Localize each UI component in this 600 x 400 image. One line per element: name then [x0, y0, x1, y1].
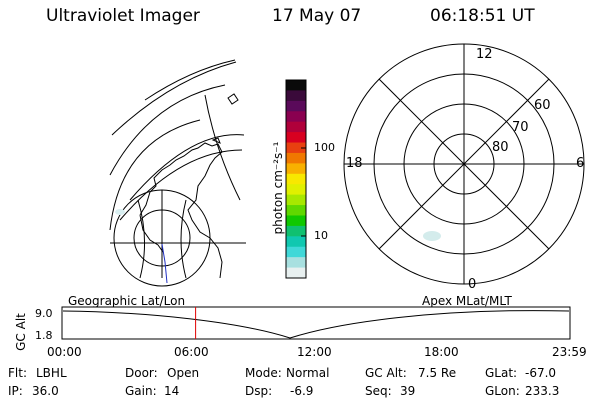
- coastline: [139, 142, 223, 279]
- door-label: Door:: [125, 366, 158, 380]
- polar-diagonal: [378, 78, 550, 250]
- footpoint-track: [161, 243, 168, 284]
- mlt-label-18: 18: [346, 156, 363, 171]
- color-bar-tick-label-10: 10: [314, 229, 328, 242]
- timeline-y-tick-bottom: 1.8: [35, 329, 53, 342]
- color-bar-segment: [286, 80, 306, 91]
- mlat-label-70: 70: [512, 120, 529, 135]
- color-bar-segment: [286, 152, 306, 164]
- mlat-label-60: 60: [534, 98, 551, 113]
- color-bar-frame: [285, 79, 307, 279]
- glon-value: 233.3: [525, 384, 560, 398]
- color-bar-segment: [286, 142, 306, 154]
- color-bar-segment: [286, 121, 306, 133]
- door-value: Open: [167, 366, 200, 380]
- gc-alt-label: GC Alt:: [365, 366, 407, 380]
- time-tick-4: 23:59: [552, 345, 587, 359]
- glat-value: -67.0: [525, 366, 557, 380]
- map-grid-line: [109, 119, 201, 231]
- color-bar-segment: [286, 194, 306, 206]
- altitude-curve: [62, 310, 570, 339]
- color-bar-segment: [286, 267, 306, 279]
- instrument-title: Ultraviolet Imager: [46, 6, 200, 26]
- color-bar-segment: [286, 236, 306, 248]
- geographic-coords-label: Geographic Lat/Lon: [68, 294, 186, 308]
- color-bar-segment: [286, 184, 306, 196]
- glon-label: GLon:: [485, 384, 520, 398]
- color-bar-scale: [286, 80, 306, 279]
- apex-coords-label: Apex MLat/MLT: [422, 294, 512, 308]
- mlt-label-12: 12: [476, 47, 493, 62]
- filter-value: LBHL: [36, 366, 67, 380]
- date-label: 17 May 07: [272, 6, 362, 26]
- time-tick-2: 12:00: [297, 345, 332, 359]
- map-grid-line: [204, 94, 241, 201]
- ip-value: 36.0: [32, 384, 59, 398]
- map-grid-line: [137, 199, 146, 279]
- color-bar-segment: [286, 90, 306, 102]
- coastline-island: [211, 137, 221, 144]
- mlt-label-6: 6: [576, 156, 585, 171]
- map-grid-line: [111, 61, 237, 136]
- time-label: 06:18:51 UT: [430, 6, 535, 26]
- dsp-value: -6.9: [290, 384, 314, 398]
- emission-spot: [115, 209, 125, 215]
- mode-label: Mode:: [245, 366, 282, 380]
- color-bar-segment: [286, 215, 306, 227]
- map-grid-line: [119, 149, 243, 221]
- color-bar-segment: [286, 257, 306, 269]
- color-bar-segment: [286, 111, 306, 123]
- map-grid-line: [180, 199, 187, 279]
- glat-label: GLat:: [485, 366, 518, 380]
- color-bar-segment: [286, 100, 306, 112]
- ip-label: IP:: [8, 384, 23, 398]
- color-bar-segment: [286, 173, 306, 185]
- mlat-label-80: 80: [492, 140, 509, 155]
- gain-value: 14: [164, 384, 180, 398]
- color-bar-tick-label-100: 100: [314, 141, 335, 154]
- timeline-y-tick-top: 9.0: [35, 307, 53, 320]
- color-bar-segment: [286, 163, 306, 175]
- mode-value: Normal: [286, 366, 330, 380]
- map-grid-line: [144, 59, 236, 101]
- gc-alt-value: 7.5 Re: [418, 366, 457, 380]
- dsp-label: Dsp:: [245, 384, 273, 398]
- mlt-label-0: 0: [468, 277, 477, 292]
- seq-value: 39: [400, 384, 416, 398]
- color-bar-segment: [286, 246, 306, 258]
- timeline-frame: [61, 306, 571, 340]
- filter-label: Flt:: [8, 366, 27, 380]
- map-grid-line: [129, 134, 245, 201]
- color-bar-segment: [286, 132, 306, 144]
- gain-label: Gain:: [125, 384, 157, 398]
- coastline-island: [227, 93, 239, 105]
- time-tick-0: 00:00: [47, 345, 82, 359]
- seq-label: Seq:: [365, 384, 392, 398]
- map-grid-line: [109, 84, 226, 176]
- time-tick-1: 06:00: [174, 345, 209, 359]
- color-bar-segment: [286, 205, 306, 216]
- color-bar-segment: [286, 225, 306, 237]
- time-tick-3: 18:00: [424, 345, 459, 359]
- aurora-emission: [423, 231, 441, 241]
